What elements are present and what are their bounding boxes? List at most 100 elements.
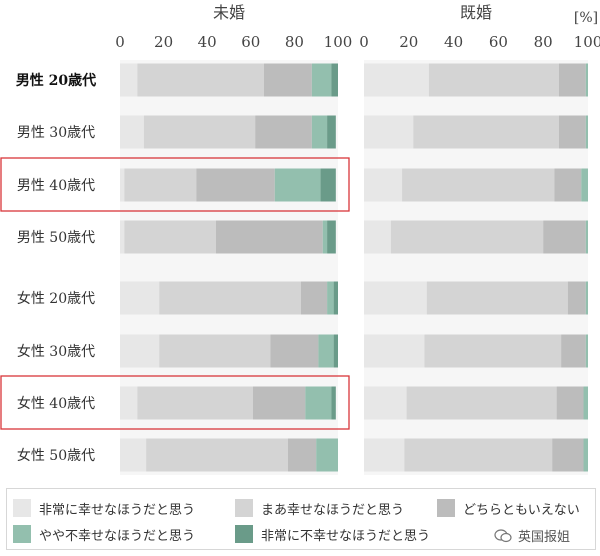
bar-segment bbox=[159, 281, 301, 315]
bar-segment bbox=[364, 63, 429, 97]
bar-segment bbox=[402, 168, 555, 202]
bar-segment bbox=[327, 115, 336, 149]
bar-segment bbox=[320, 168, 336, 202]
bar-segment bbox=[585, 334, 588, 368]
legend-item-very-unhappy: 非常に不幸せなほうだと思う bbox=[235, 523, 430, 545]
bar-segment bbox=[255, 115, 312, 149]
bar-segment bbox=[287, 438, 317, 472]
bar-segment bbox=[404, 438, 553, 472]
watermark-text: 英国报姐 bbox=[518, 530, 571, 545]
legend-label-somewhat-unhappy: やや不幸せなほうだと思う bbox=[39, 528, 196, 544]
wechat-icon bbox=[494, 528, 512, 542]
x-tick-label: 40 bbox=[198, 33, 217, 51]
x-tick-label: 20 bbox=[154, 33, 173, 51]
bar-segment bbox=[585, 115, 588, 149]
legend-swatch-somewhat-unhappy bbox=[13, 525, 31, 543]
category-label: 男性 30歳代 bbox=[17, 125, 95, 141]
unit-label: [%] bbox=[574, 10, 598, 26]
bar-segment bbox=[556, 386, 584, 420]
x-tick-label: 20 bbox=[399, 33, 418, 51]
bar-segment bbox=[124, 220, 216, 254]
x-tick-label: 0 bbox=[115, 33, 125, 51]
legend-label-neutral: どちらともいえない bbox=[463, 502, 580, 518]
bar-segment bbox=[327, 281, 334, 315]
bar-segment bbox=[583, 386, 588, 420]
bar-segment bbox=[270, 334, 319, 368]
bar-segment bbox=[333, 334, 338, 368]
legend-label-very-happy: 非常に幸せなほうだと思う bbox=[39, 502, 196, 518]
bar-segment bbox=[364, 334, 425, 368]
bar-segment bbox=[120, 168, 125, 202]
category-label: 女性 20歳代 bbox=[17, 290, 95, 307]
x-tick-label: 100 bbox=[574, 33, 600, 51]
legend-swatch-somewhat-happy bbox=[235, 499, 253, 517]
x-tick-label: 40 bbox=[444, 33, 463, 51]
bar-segment bbox=[333, 281, 338, 315]
bar-segment bbox=[558, 115, 586, 149]
legend-item-neutral: どちらともいえない bbox=[437, 497, 580, 519]
bar-segment bbox=[567, 281, 586, 315]
bar-segment bbox=[406, 386, 557, 420]
bar-segment bbox=[364, 115, 414, 149]
bar-segment bbox=[311, 115, 328, 149]
bar-segment bbox=[120, 115, 144, 149]
bar-segment bbox=[558, 63, 586, 97]
bar-segment bbox=[120, 281, 160, 315]
bar-segment bbox=[159, 334, 271, 368]
bar-segment bbox=[318, 334, 334, 368]
x-tick-label: 100 bbox=[324, 33, 353, 51]
bar-segment bbox=[120, 220, 125, 254]
bar-segment bbox=[137, 386, 253, 420]
bar-segment bbox=[137, 63, 264, 97]
bar-segment bbox=[120, 63, 138, 97]
legend-swatch-very-unhappy bbox=[235, 525, 253, 543]
highlight-box bbox=[0, 157, 350, 212]
bar-segment bbox=[120, 386, 138, 420]
category-label: 女性 40歳代 bbox=[17, 395, 95, 412]
x-tick-label: 60 bbox=[241, 33, 260, 51]
bar-segment bbox=[196, 168, 275, 202]
bar-segment bbox=[552, 438, 584, 472]
legend-swatch-very-happy bbox=[13, 499, 31, 517]
bar-segment bbox=[331, 386, 336, 420]
x-tick-label: 60 bbox=[489, 33, 508, 51]
panel-unmarried: 未婚 0 20 40 60 80 100 bbox=[115, 3, 352, 475]
bar-segment bbox=[413, 115, 559, 149]
bar-segment bbox=[585, 281, 588, 315]
category-label: 女性 30歳代 bbox=[17, 343, 95, 360]
x-tick-label: 80 bbox=[285, 33, 304, 51]
bar-segment bbox=[364, 281, 427, 315]
category-label: 女性 50歳代 bbox=[17, 447, 95, 464]
highlight-box bbox=[0, 375, 350, 430]
bar-segment bbox=[364, 220, 391, 254]
bar-segment bbox=[364, 168, 403, 202]
legend-item-somewhat-happy: まあ幸せなほうだと思う bbox=[235, 497, 404, 519]
bar-segment bbox=[585, 220, 588, 254]
category-label: 男性 20歳代 bbox=[16, 72, 96, 89]
panel-title: 既婚 bbox=[460, 3, 492, 22]
bar-segment bbox=[316, 438, 338, 472]
bar-segment bbox=[143, 115, 256, 149]
bar-segment bbox=[583, 438, 588, 472]
bar-segment bbox=[554, 168, 582, 202]
legend-label-very-unhappy: 非常に不幸せなほうだと思う bbox=[261, 528, 431, 544]
x-tick-label: 80 bbox=[534, 33, 553, 51]
legend-item-very-happy: 非常に幸せなほうだと思う bbox=[13, 497, 195, 519]
category-label: 男性 50歳代 bbox=[17, 230, 95, 246]
panel-married: 既婚 0 20 40 60 80 100 bbox=[359, 3, 600, 475]
bar-segment bbox=[327, 220, 336, 254]
bar-segment bbox=[585, 63, 588, 97]
bar-segment bbox=[322, 220, 328, 254]
bar-segment bbox=[426, 281, 568, 315]
bar-segment bbox=[252, 386, 306, 420]
bar-segment bbox=[581, 168, 588, 202]
bar-segment bbox=[215, 220, 323, 254]
bar-segment bbox=[561, 334, 586, 368]
legend: 非常に幸せなほうだと思う まあ幸せなほうだと思う どちらともいえない やや不幸せ… bbox=[6, 488, 596, 550]
bar-segment bbox=[311, 63, 332, 97]
bar-segment bbox=[124, 168, 197, 202]
bar-segment bbox=[146, 438, 288, 472]
legend-swatch-neutral bbox=[437, 499, 455, 517]
stacked-bar-chart: 未婚 0 20 40 60 80 100 既婚 0 20 40 60 80 100 [%] 男性 20歳代男… bbox=[0, 3, 600, 475]
bar-segment bbox=[424, 334, 562, 368]
